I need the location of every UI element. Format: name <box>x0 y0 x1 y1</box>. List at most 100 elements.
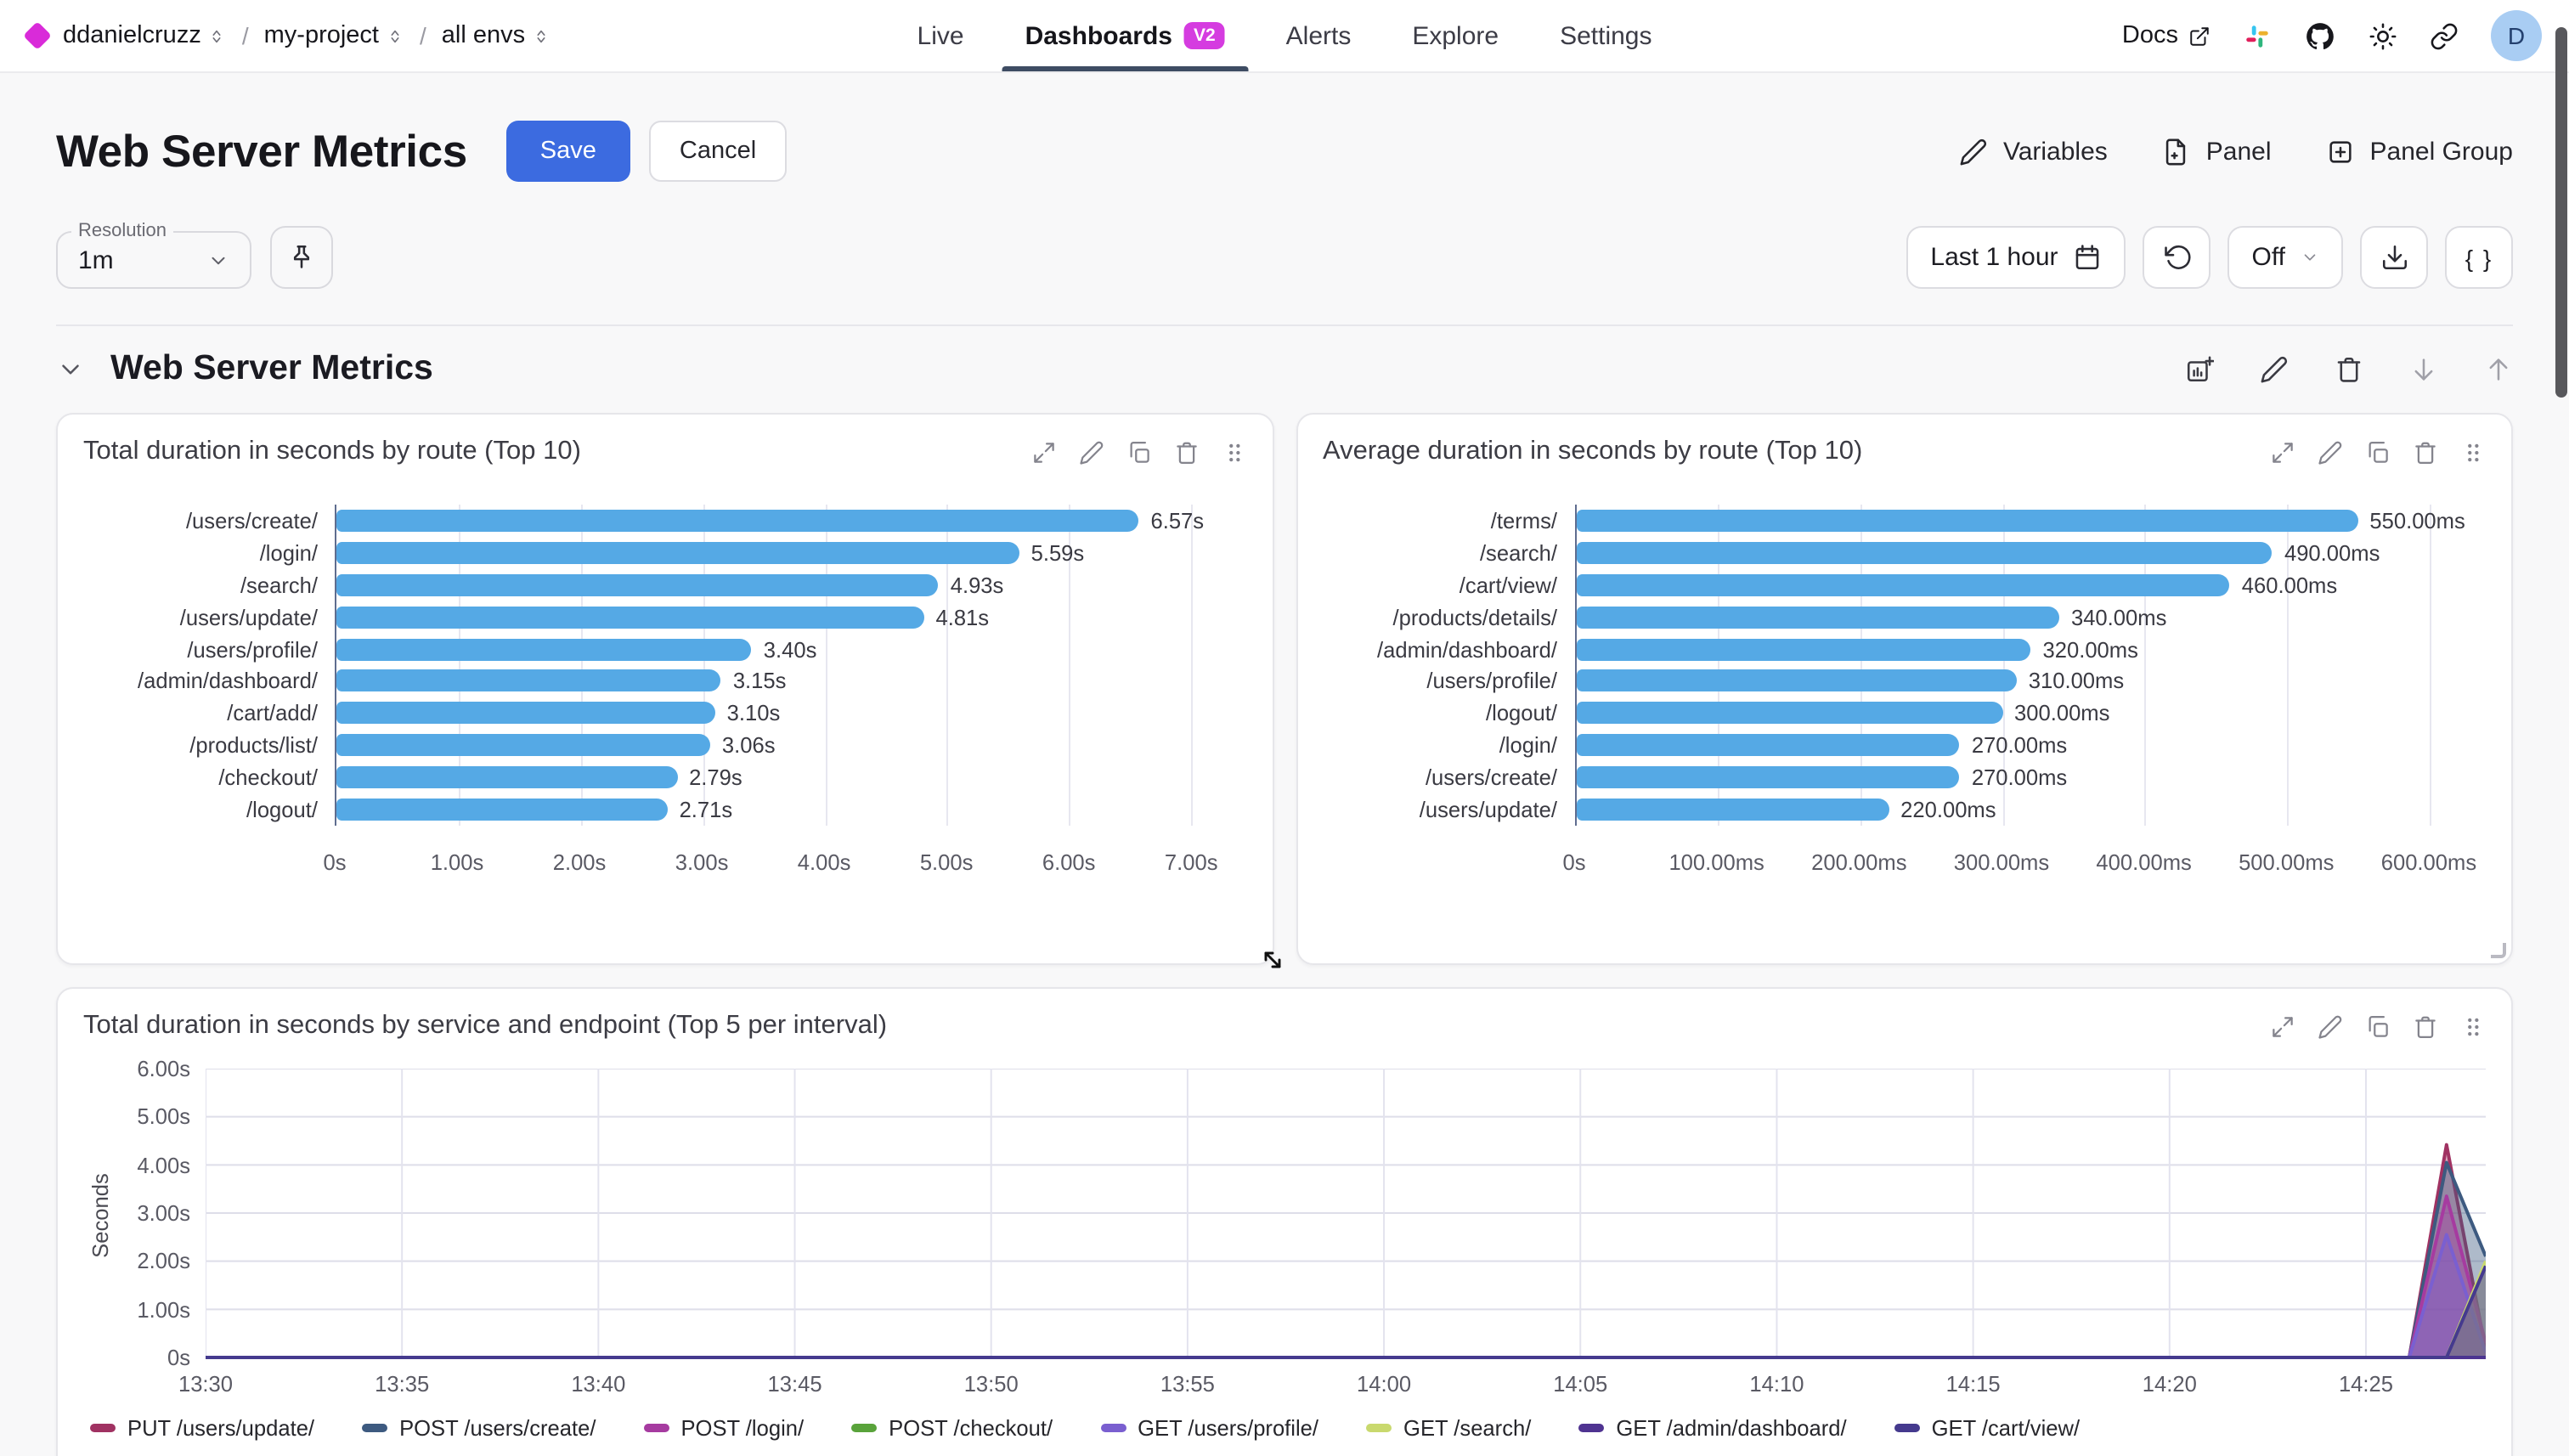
grip-icon[interactable] <box>2460 1013 2486 1039</box>
legend-swatch <box>90 1423 116 1433</box>
legend-item[interactable]: GET /cart/view/ <box>1894 1415 2080 1441</box>
bar-row: 300.00ms <box>1576 697 2486 730</box>
legend-item[interactable]: POST /checkout/ <box>851 1415 1053 1441</box>
move-up-icon[interactable] <box>2484 354 2513 383</box>
breadcrumb-item-all envs[interactable]: all envs <box>442 22 550 49</box>
legend-item[interactable]: GET /users/profile/ <box>1100 1415 1318 1441</box>
tab-explore[interactable]: Explore <box>1412 0 1499 71</box>
bar-row: 2.71s <box>336 793 1246 826</box>
breadcrumb-item-ddanielcruzz[interactable]: ddanielcruzz <box>63 22 227 49</box>
grip-icon[interactable] <box>1221 439 1246 465</box>
trash-icon[interactable] <box>2413 439 2438 465</box>
legend-item[interactable]: GET /admin/dashboard/ <box>1578 1415 1847 1441</box>
copy-icon[interactable] <box>2365 1013 2391 1039</box>
resolution-value: 1m <box>78 246 114 275</box>
gridline <box>580 505 583 826</box>
add-chart-icon[interactable] <box>2185 354 2214 383</box>
series-area <box>206 1266 2486 1357</box>
grip-icon[interactable] <box>2460 439 2486 465</box>
pencil-icon[interactable] <box>1078 439 1104 465</box>
resolution-select[interactable]: Resolution 1m <box>56 221 251 289</box>
trash-icon[interactable] <box>2335 354 2363 383</box>
expand-icon[interactable] <box>2270 439 2295 465</box>
slack-icon[interactable] <box>2243 21 2272 50</box>
y-tick-label: 2.00s <box>137 1248 190 1274</box>
gridline <box>825 505 827 826</box>
bar-row: 3.10s <box>336 697 1246 730</box>
legend-item[interactable]: GET /search/ <box>1366 1415 1531 1441</box>
bar-value-label: 4.81s <box>935 604 990 630</box>
cancel-button[interactable]: Cancel <box>648 121 788 182</box>
expand-icon[interactable] <box>2270 1013 2295 1039</box>
json-view-button[interactable]: { } <box>2445 226 2513 289</box>
trash-icon[interactable] <box>1173 439 1199 465</box>
category-label: /search/ <box>240 572 318 598</box>
github-icon[interactable] <box>2304 20 2336 52</box>
bar-row: 270.00ms <box>1576 761 2486 793</box>
series-area <box>206 1144 2486 1357</box>
refresh-button[interactable] <box>2143 226 2211 289</box>
panel-resize-handle[interactable] <box>2491 943 2506 958</box>
docs-link[interactable]: Docs <box>2122 22 2210 49</box>
variables-button[interactable]: Variables <box>1959 137 2108 166</box>
pencil-icon[interactable] <box>2318 1013 2343 1039</box>
pencil-icon[interactable] <box>2318 439 2343 465</box>
legend-item[interactable]: POST /users/create/ <box>362 1415 596 1441</box>
category-label: /cart/view/ <box>1459 572 1557 598</box>
trash-icon[interactable] <box>2413 1013 2438 1039</box>
bar <box>336 702 715 725</box>
copy-icon[interactable] <box>2365 439 2391 465</box>
add-panel-button[interactable]: Panel <box>2162 137 2272 166</box>
breadcrumb-item-my-project[interactable]: my-project <box>264 22 404 49</box>
bar-value-label: 5.59s <box>1030 539 1085 566</box>
pencil-icon[interactable] <box>2260 354 2289 383</box>
tab-live[interactable]: Live <box>918 0 964 71</box>
bar-chart-body: /terms/ /search/ /cart/view/ /products/deta… <box>1323 505 2486 826</box>
download-button[interactable] <box>2360 226 2428 289</box>
copy-icon[interactable] <box>1126 439 1151 465</box>
series-area <box>206 1196 2486 1357</box>
avatar[interactable]: D <box>2491 10 2542 61</box>
bar-value-label: 3.06s <box>721 732 776 759</box>
add-panel-group-button[interactable]: Panel Group <box>2326 137 2513 166</box>
bar-value-label: 310.00ms <box>2028 668 2125 694</box>
sun-icon[interactable] <box>2369 21 2397 50</box>
gridline <box>2144 505 2147 826</box>
panel-actions <box>2270 439 2486 465</box>
tab-alerts[interactable]: Alerts <box>1286 0 1352 71</box>
move-down-icon[interactable] <box>2409 354 2438 383</box>
tab-dashboards[interactable]: Dashboards V2 <box>1001 0 1248 71</box>
bar-chart: /terms/ /search/ /cart/view/ /products/deta… <box>1323 505 2486 877</box>
collapse-chevron-icon[interactable] <box>56 354 85 383</box>
chevron-up-down-icon <box>532 26 550 45</box>
x-axis-track: 0s 100.00ms 200.00ms 300.00ms 400.00ms 500.00… <box>1562 849 2486 877</box>
breadcrumb-label: all envs <box>441 22 526 49</box>
axis-tick-label: 7.00s <box>1164 849 1218 875</box>
brand-logo-icon[interactable] <box>23 21 52 50</box>
bar-plot: 550.00ms 490.00ms 460.00ms 340.00ms 320.00ms… <box>1574 505 2486 826</box>
auto-refresh-select[interactable]: Off <box>2227 226 2343 289</box>
legend-item[interactable]: POST /login/ <box>643 1415 804 1441</box>
time-range-button[interactable]: Last 1 hour <box>1906 226 2126 289</box>
category-label: /users/create/ <box>1425 765 1557 791</box>
scrollbar-thumb[interactable] <box>2555 27 2567 398</box>
save-button[interactable]: Save <box>505 121 630 182</box>
panels-row: Total duration in seconds by route (Top … <box>56 413 2513 965</box>
panel-average-duration-by-route: Average duration in seconds by route (To… <box>1296 413 2513 965</box>
legend-item[interactable]: PUT /users/update/ <box>90 1415 314 1441</box>
category-label: /checkout/ <box>218 765 318 791</box>
bar <box>336 638 752 660</box>
gridline <box>1069 505 1071 826</box>
category-labels: /users/create/ /login/ /search/ /users/upda… <box>83 505 335 826</box>
x-tick-label: 14:25 <box>2338 1371 2393 1397</box>
expand-icon[interactable] <box>1030 439 1056 465</box>
panel-label: Panel <box>2205 137 2272 166</box>
bar-value-label: 490.00ms <box>2284 539 2380 566</box>
series-line <box>206 1235 2486 1357</box>
gridline <box>458 505 460 826</box>
bar <box>336 669 721 692</box>
tab-settings[interactable]: Settings <box>1560 0 1652 71</box>
legend-swatch <box>1100 1423 1126 1433</box>
link-icon[interactable] <box>2430 21 2459 50</box>
pin-button[interactable] <box>270 226 333 289</box>
